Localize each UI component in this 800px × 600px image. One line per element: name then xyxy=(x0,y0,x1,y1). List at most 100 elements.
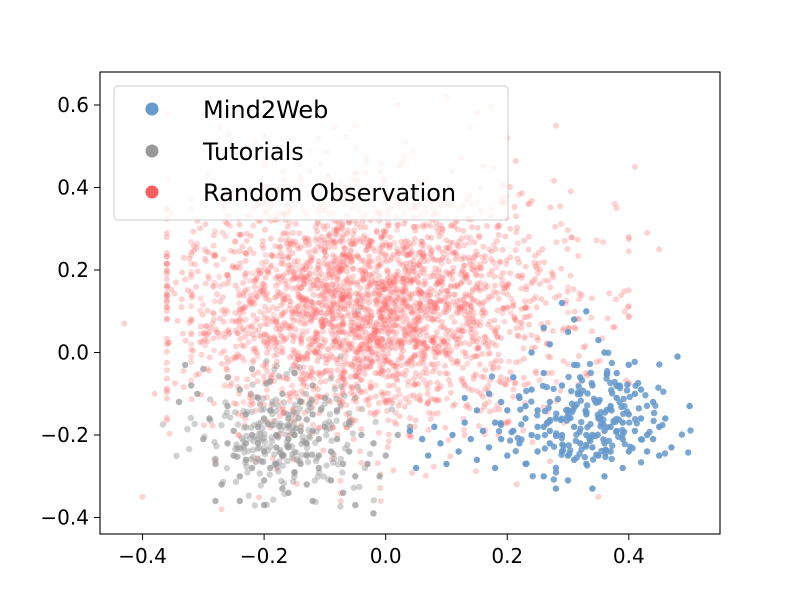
point-random-observation xyxy=(492,283,498,289)
point-random-observation xyxy=(527,313,533,319)
point-tutorials xyxy=(250,438,256,444)
point-random-observation xyxy=(244,377,250,383)
y-tick-label: 0.0 xyxy=(57,341,89,365)
point-random-observation xyxy=(339,267,345,273)
point-tutorials xyxy=(191,421,197,427)
point-random-observation xyxy=(456,244,462,250)
point-random-observation xyxy=(369,273,375,279)
point-random-observation xyxy=(396,296,402,302)
point-random-observation xyxy=(354,221,360,227)
point-random-observation xyxy=(515,240,521,246)
x-tick-label: −0.2 xyxy=(240,544,289,568)
point-random-observation xyxy=(554,379,560,385)
point-random-observation xyxy=(408,356,414,362)
point-tutorials xyxy=(233,479,239,485)
point-random-observation xyxy=(439,287,445,293)
point-random-observation xyxy=(429,247,435,253)
point-random-observation xyxy=(389,326,395,332)
point-random-observation xyxy=(448,223,454,229)
point-mind2web xyxy=(620,411,626,417)
point-mind2web xyxy=(604,370,610,376)
point-tutorials xyxy=(372,419,378,425)
point-mind2web xyxy=(655,385,661,391)
point-mind2web xyxy=(565,329,571,335)
point-mind2web xyxy=(522,403,528,409)
point-random-observation xyxy=(345,227,351,233)
point-mind2web xyxy=(634,420,640,426)
point-tutorials xyxy=(264,419,270,425)
point-tutorials xyxy=(248,425,254,431)
point-random-observation xyxy=(364,305,370,311)
point-random-observation xyxy=(300,382,306,388)
point-random-observation xyxy=(588,315,594,321)
point-random-observation xyxy=(391,372,397,378)
point-random-observation xyxy=(181,368,187,374)
point-random-observation xyxy=(445,249,451,255)
point-mind2web xyxy=(584,424,590,430)
point-random-observation xyxy=(500,310,506,316)
point-random-observation xyxy=(447,453,453,459)
point-random-observation xyxy=(434,380,440,386)
point-mind2web xyxy=(517,406,523,412)
point-random-observation xyxy=(614,205,620,211)
point-random-observation xyxy=(221,281,227,287)
point-random-observation xyxy=(353,364,359,370)
point-random-observation xyxy=(375,325,381,331)
point-random-observation xyxy=(431,334,437,340)
point-random-observation xyxy=(164,360,170,366)
point-random-observation xyxy=(537,377,543,383)
point-random-observation xyxy=(252,284,258,290)
point-mind2web xyxy=(579,377,585,383)
point-random-observation xyxy=(332,254,338,260)
point-random-observation xyxy=(533,294,539,300)
point-random-observation xyxy=(398,351,404,357)
point-random-observation xyxy=(495,334,501,340)
point-random-observation xyxy=(469,316,475,322)
point-random-observation xyxy=(415,224,421,230)
point-random-observation xyxy=(395,377,401,383)
point-random-observation xyxy=(222,307,228,313)
point-random-observation xyxy=(381,257,387,263)
point-random-observation xyxy=(164,415,170,421)
point-random-observation xyxy=(244,231,250,237)
point-random-observation xyxy=(249,270,255,276)
point-tutorials xyxy=(341,393,347,399)
point-random-observation xyxy=(458,377,464,383)
point-random-observation xyxy=(335,277,341,283)
point-random-observation xyxy=(234,319,240,325)
point-random-observation xyxy=(422,277,428,283)
point-random-observation xyxy=(274,319,280,325)
point-random-observation xyxy=(485,338,491,344)
point-mind2web xyxy=(528,398,534,404)
point-random-observation xyxy=(484,223,490,229)
point-mind2web xyxy=(462,395,468,401)
point-random-observation xyxy=(164,267,170,273)
point-random-observation xyxy=(378,288,384,294)
point-mind2web xyxy=(586,436,592,442)
point-random-observation xyxy=(379,306,385,312)
point-random-observation xyxy=(334,367,340,373)
point-tutorials xyxy=(337,503,343,509)
point-random-observation xyxy=(417,302,423,308)
point-random-observation xyxy=(288,332,294,338)
point-mind2web xyxy=(598,448,604,454)
point-tutorials xyxy=(184,426,190,432)
point-random-observation xyxy=(527,298,533,304)
point-random-observation xyxy=(313,310,319,316)
point-mind2web xyxy=(563,407,569,413)
point-random-observation xyxy=(256,494,262,500)
point-mind2web xyxy=(597,397,603,403)
point-mind2web xyxy=(619,427,625,433)
point-random-observation xyxy=(173,280,179,286)
point-random-observation xyxy=(452,319,458,325)
point-random-observation xyxy=(515,256,521,262)
point-random-observation xyxy=(378,315,384,321)
point-random-observation xyxy=(231,249,237,255)
point-random-observation xyxy=(386,432,392,438)
legend: Mind2Web Tutorials Random Observation xyxy=(114,86,508,220)
point-random-observation xyxy=(286,306,292,312)
point-random-observation xyxy=(261,332,267,338)
point-random-observation xyxy=(276,340,282,346)
point-random-observation xyxy=(166,340,172,346)
point-random-observation xyxy=(461,427,467,433)
